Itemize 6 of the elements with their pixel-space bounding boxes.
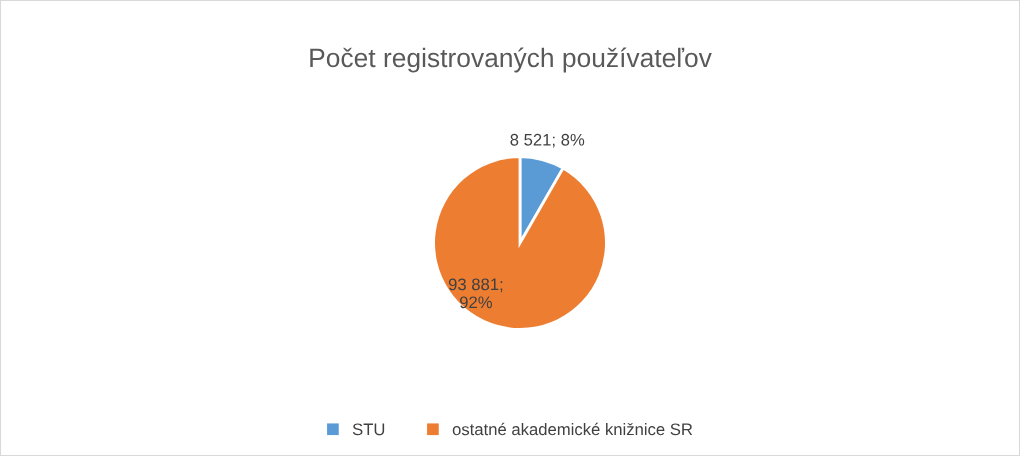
chart-title: Počet registrovaných používateľov <box>310 47 712 73</box>
pie-slice <box>432 155 608 331</box>
legend-label: STU <box>352 423 385 436</box>
data-label: 8 521; 8% <box>510 133 585 148</box>
legend-label: ostatné akademické knižnice SR <box>452 422 693 436</box>
data-label: 93 881; 92% <box>448 278 503 309</box>
